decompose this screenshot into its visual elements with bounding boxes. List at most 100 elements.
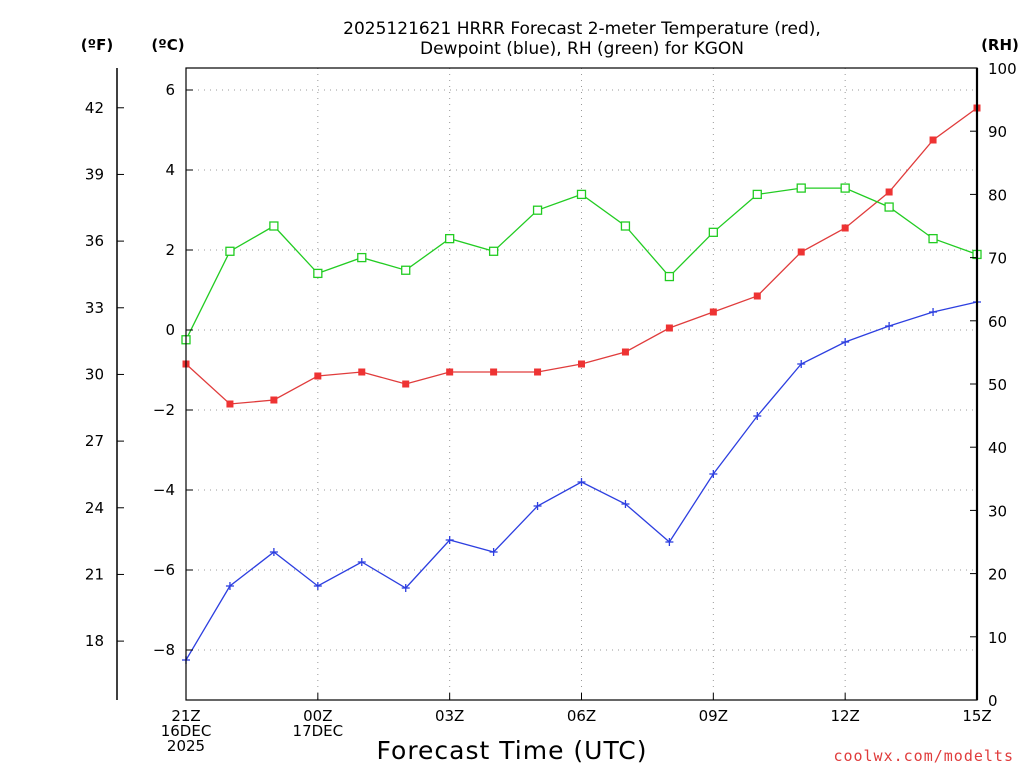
dewpoint-point: [489, 548, 498, 556]
fahrenheit-tick-label: 33: [85, 299, 104, 317]
fahrenheit-tick-label: 42: [85, 99, 104, 117]
fahrenheit-axis-label: (ºF): [81, 36, 113, 54]
rh-tick-label: 0: [988, 692, 998, 710]
celsius-tick-label: 0: [165, 321, 175, 339]
rh-point: [664, 271, 675, 282]
temperature-point: [270, 396, 278, 404]
plot-frame: [185, 67, 978, 701]
rh-point: [620, 221, 631, 231]
rh-point: [576, 189, 587, 200]
dewpoint-point: [841, 338, 850, 346]
rh-point: [884, 202, 894, 212]
celsius-tick-label: −6: [153, 561, 175, 579]
rh-point: [488, 246, 499, 256]
temperature-point: [490, 368, 498, 376]
time-tick-label: 2025: [167, 737, 205, 755]
temperature-point: [314, 372, 322, 380]
x-axis-title: Forecast Time (UTC): [377, 736, 648, 765]
time-tick-label: 17DEC: [293, 722, 344, 740]
dewpoint-point: [797, 360, 806, 368]
fahrenheit-tick-label: 36: [85, 232, 104, 250]
rh-point: [708, 227, 718, 237]
rh-point: [401, 265, 411, 275]
time-tick-label: 09Z: [699, 707, 728, 725]
dewpoint-point: [709, 470, 718, 478]
dewpoint-point: [665, 538, 674, 546]
rh-tick-label: 70: [988, 250, 1007, 268]
dewpoint-point: [225, 582, 234, 590]
grid-layer: [186, 68, 977, 700]
rh-point: [445, 233, 455, 244]
temperature-point: [841, 224, 849, 232]
fahrenheit-tick-label: 21: [85, 565, 104, 583]
rh-tick-label: 90: [988, 123, 1007, 141]
rh-point: [225, 246, 235, 256]
dewpoint-point: [929, 308, 938, 316]
time-tick-label: 00Z: [303, 707, 332, 725]
celsius-tick-label: −4: [153, 481, 175, 499]
dewpoint-point: [885, 322, 894, 330]
rh-tick-label: 60: [988, 313, 1007, 331]
rh-tick-label: 30: [988, 502, 1007, 520]
dewpoint-point: [621, 500, 630, 508]
temperature-point: [358, 368, 366, 376]
time-tick-label: 06Z: [567, 707, 596, 725]
rh-point: [269, 221, 279, 231]
dewpoint-point: [401, 584, 410, 592]
fahrenheit-tick-label: 24: [85, 499, 104, 517]
celsius-tick-label: 6: [165, 81, 175, 99]
temperature-point: [446, 368, 454, 376]
fahrenheit-tick-label: 18: [85, 632, 104, 650]
temperature-point: [709, 308, 717, 316]
dewpoint-point: [445, 536, 454, 544]
rh-tick-label: 100: [988, 60, 1017, 78]
rh-point: [752, 189, 762, 200]
temperature-point: [226, 400, 234, 408]
rh-point: [928, 233, 938, 244]
chart-title-line-1: 2025121621 HRRR Forecast 2-meter Tempera…: [343, 19, 821, 39]
chart-title-line-2: Dewpoint (blue), RH (green) for KGON: [420, 39, 744, 59]
dewpoint-point: [357, 558, 366, 566]
fahrenheit-tick-label: 39: [85, 165, 104, 183]
time-tick-label: 16DEC: [161, 722, 212, 740]
rh-point: [313, 268, 323, 279]
temperature-point: [929, 136, 937, 144]
dewpoint-point: [313, 582, 322, 590]
temperature-point: [797, 248, 805, 256]
temperature-point: [885, 188, 893, 196]
rh-point: [532, 205, 543, 215]
rh-axis-label: (RH): [981, 36, 1019, 54]
rh-line: [185, 187, 978, 341]
fahrenheit-tick-label: 30: [85, 365, 104, 383]
celsius-tick-label: 2: [165, 241, 175, 259]
credit-text: coolwx.com/modelts: [833, 747, 1014, 765]
time-tick-label: 03Z: [435, 707, 464, 725]
fahrenheit-tick-label: 27: [85, 432, 104, 450]
rh-tick-label: 10: [988, 629, 1007, 647]
temperature-point: [578, 360, 585, 368]
temperature-point: [402, 380, 410, 388]
rh-tick-label: 50: [988, 376, 1007, 394]
celsius-tick-label: −2: [153, 401, 175, 419]
celsius-axis-label: (ºC): [151, 36, 184, 54]
dewpoint-point: [753, 412, 762, 420]
celsius-tick-label: −8: [153, 641, 175, 659]
rh-point: [840, 183, 850, 193]
dewpoint-point: [269, 548, 278, 556]
dewpoint-point: [577, 478, 586, 486]
dewpoint-point: [533, 502, 542, 510]
series-layer: [181, 104, 982, 664]
temperature-point: [753, 292, 761, 300]
rh-tick-label: 40: [988, 439, 1007, 457]
time-tick-label: 15Z: [962, 707, 991, 725]
rh-point: [796, 183, 806, 193]
rh-point: [357, 252, 367, 263]
rh-tick-label: 80: [988, 186, 1007, 204]
rh-tick-label: 20: [988, 566, 1007, 584]
time-tick-label: 12Z: [830, 707, 859, 725]
time-tick-label: 21Z: [171, 707, 200, 725]
temperature-point: [665, 324, 673, 332]
celsius-tick-label: 4: [165, 161, 175, 179]
